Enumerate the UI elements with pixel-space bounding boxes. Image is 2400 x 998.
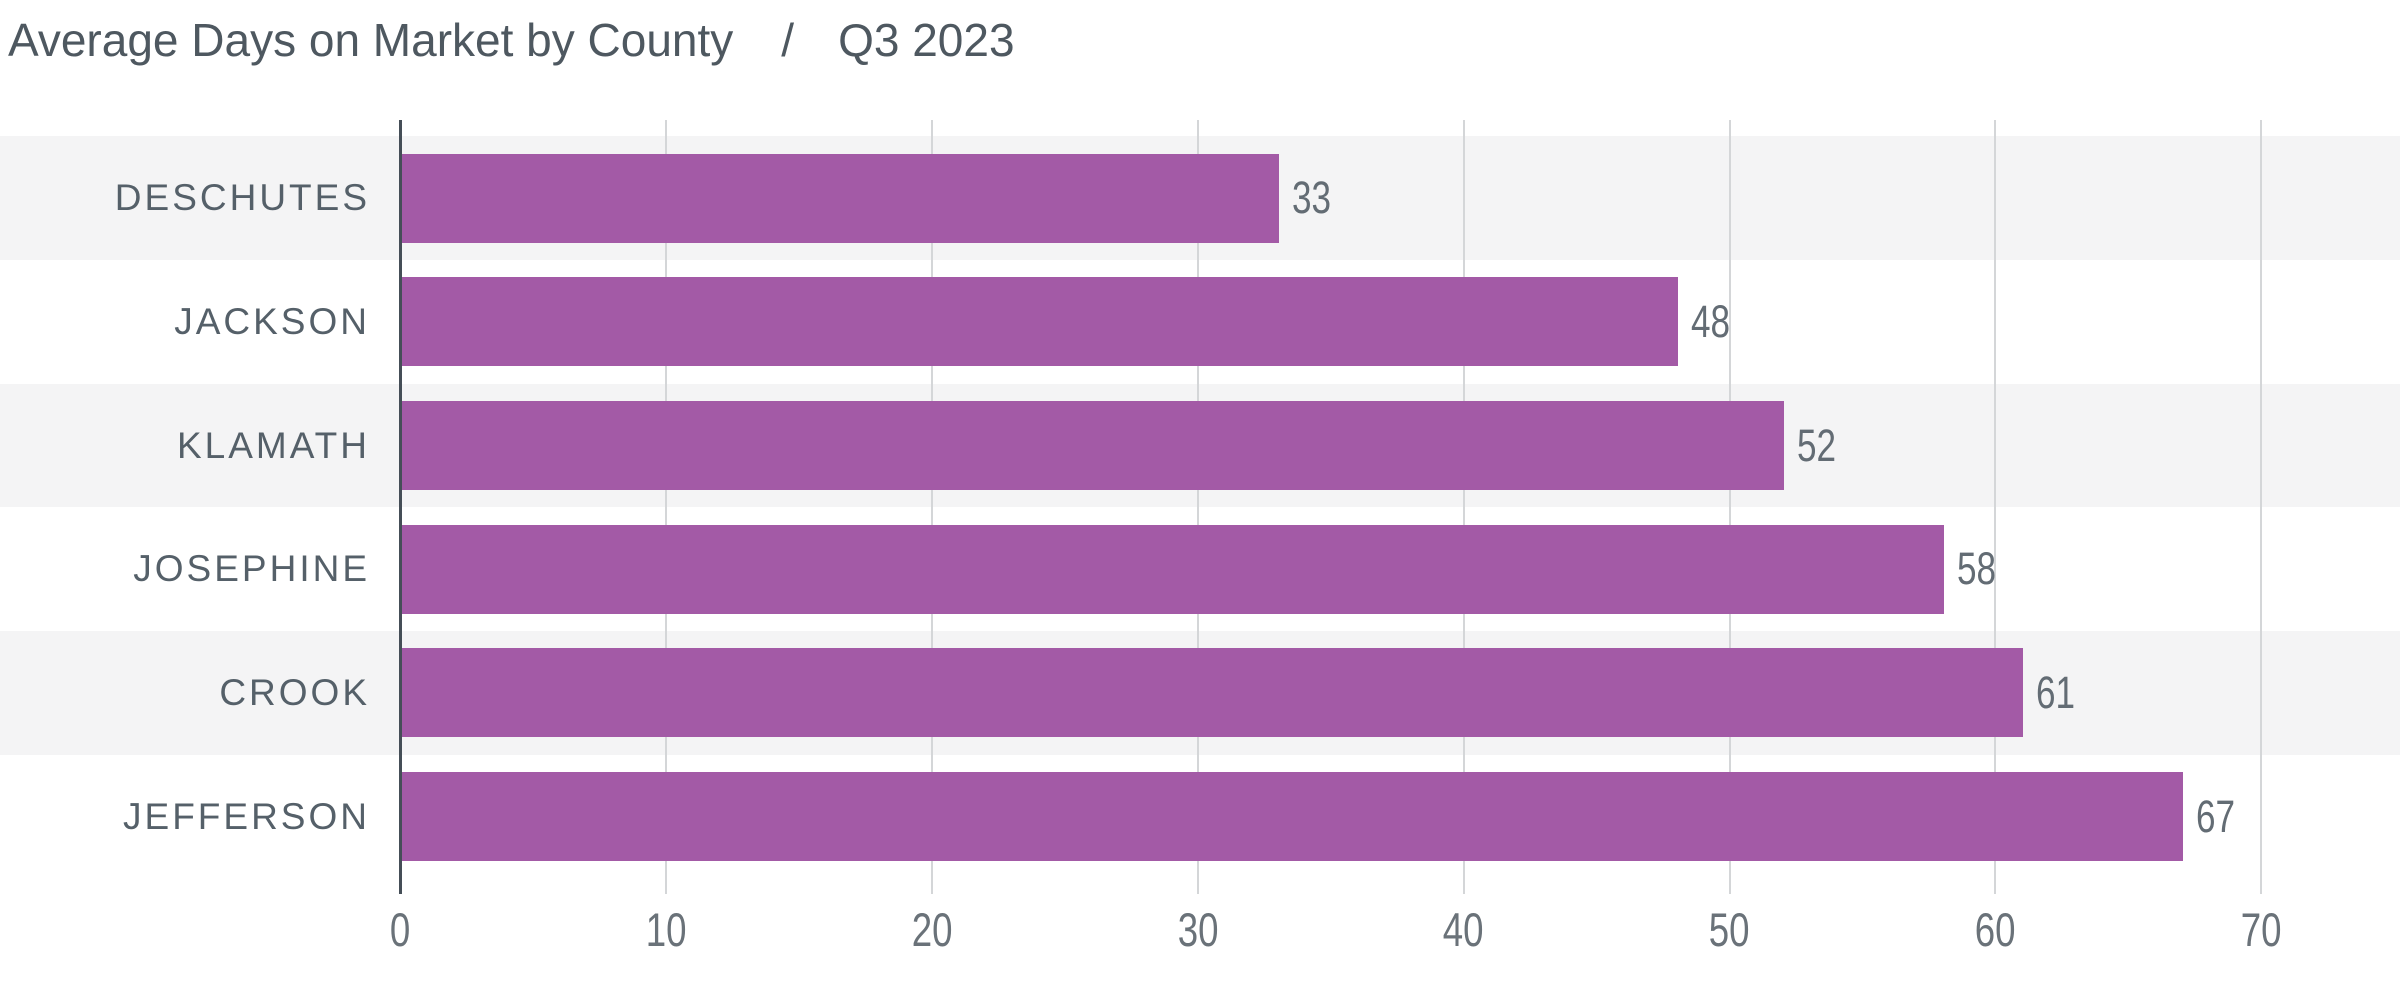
chart-title: Average Days on Market by County / Q3 20… — [8, 10, 1015, 70]
x-tick-label: 60 — [1925, 902, 2065, 957]
x-gridline — [930, 120, 933, 894]
bar-value-label: 58 — [1957, 507, 2007, 631]
category-label: DESCHUTES — [114, 177, 370, 219]
bar-value-label: 61 — [2036, 631, 2086, 755]
bar-value-label: 48 — [1691, 260, 1741, 384]
category-label: CROOK — [219, 671, 370, 713]
x-tick-label: 30 — [1128, 902, 1268, 957]
x-gridline — [1462, 120, 1465, 894]
x-tick-text: 10 — [645, 903, 687, 956]
row-band — [0, 507, 2400, 631]
bar — [401, 401, 1785, 491]
bar-value-label: 67 — [2196, 755, 2246, 879]
x-tick-text: 60 — [1975, 903, 2016, 956]
bar-value-label: 52 — [1797, 384, 1847, 508]
bar-value-text: 61 — [2036, 666, 2076, 718]
category-label: KLAMATH — [176, 424, 370, 466]
row-band — [0, 383, 2400, 508]
x-tick-label: 20 — [862, 902, 1002, 957]
row-band — [0, 755, 2400, 879]
bar-value-text: 67 — [2196, 790, 2236, 842]
category-label: JACKSON — [174, 300, 370, 342]
x-tick-text: 0 — [389, 903, 411, 956]
x-gridline — [1994, 120, 1997, 894]
category-label: JOSEPHINE — [133, 548, 370, 590]
row-band — [0, 260, 2400, 384]
x-tick-text: 30 — [1177, 903, 1219, 956]
bar-value-label: 33 — [1292, 136, 1342, 260]
x-tick-text: 50 — [1709, 903, 1750, 956]
bar-value-text: 33 — [1291, 172, 1332, 224]
x-tick-label: 10 — [596, 902, 736, 957]
x-tick-label: 70 — [2191, 902, 2331, 957]
bar-value-text: 58 — [1956, 543, 1996, 595]
bar — [401, 648, 2024, 738]
bar — [401, 772, 2184, 862]
x-tick-label: 40 — [1394, 902, 1534, 957]
bar — [401, 524, 1944, 614]
row-band — [0, 631, 2400, 755]
bar — [401, 153, 1279, 243]
bar — [401, 277, 1678, 367]
title-separator: / — [781, 14, 795, 66]
x-tick-text: 20 — [911, 903, 953, 956]
x-gridline — [2260, 120, 2263, 894]
x-tick-text: 40 — [1443, 903, 1484, 956]
x-tick-label: 0 — [330, 902, 470, 957]
chart-period: Q3 2023 — [838, 14, 1015, 66]
x-gridline — [664, 120, 667, 894]
y-axis-line — [398, 120, 402, 894]
row-band — [0, 136, 2400, 260]
bar-value-text: 52 — [1797, 419, 1837, 471]
bar-value-text: 48 — [1690, 295, 1730, 347]
category-label: JEFFERSON — [123, 795, 370, 837]
x-tick-text: 70 — [2240, 903, 2282, 956]
x-gridline — [1196, 120, 1199, 894]
x-tick-label: 50 — [1660, 902, 1800, 957]
x-gridline — [1728, 120, 1731, 894]
chart-title-text: Average Days on Market by County — [8, 14, 734, 66]
